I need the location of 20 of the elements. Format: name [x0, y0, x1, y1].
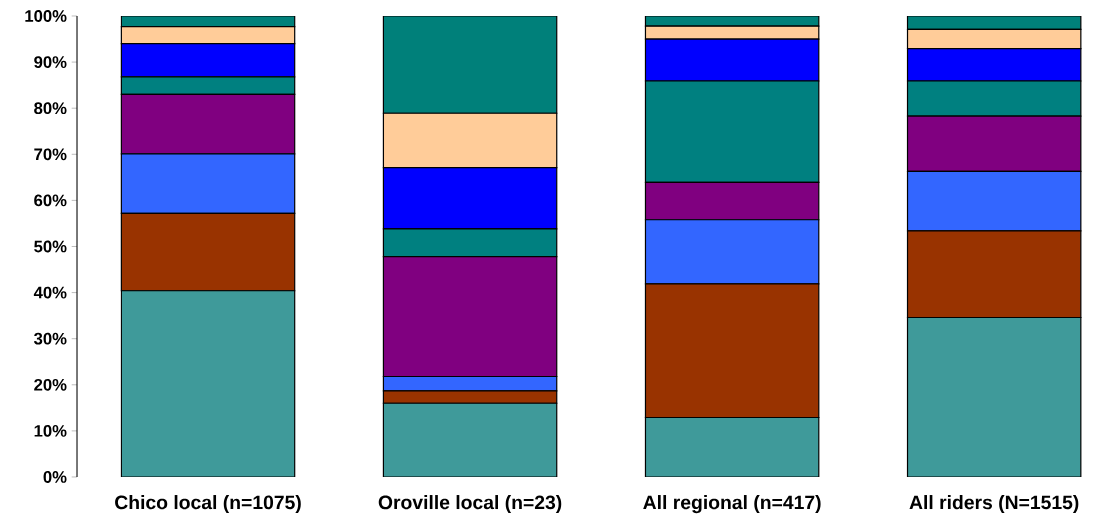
x-tick-label: Chico local (n=1075)	[115, 495, 301, 514]
y-tick-label: 80%	[34, 102, 67, 115]
x-tick-label: Oroville local (n=23)	[378, 495, 562, 514]
bar	[382, 15, 558, 114]
y-tick-label: 70%	[34, 148, 67, 161]
y-tick-label: 0%	[43, 471, 67, 483]
y-tick-label: 10%	[34, 425, 67, 437]
bar	[644, 416, 820, 477]
bar	[120, 290, 296, 477]
bar	[906, 316, 1082, 477]
x-tick-label: All riders (N=1515)	[909, 495, 1079, 514]
x-tick-label: All regional (n=417)	[643, 495, 821, 514]
bar	[382, 402, 558, 477]
y-tick-label: 40%	[33, 286, 67, 299]
y-tick-label: 20%	[34, 378, 67, 391]
y-tick-label: 30%	[33, 332, 67, 345]
y-tick-label: 90%	[34, 56, 67, 68]
y-tick-label: 60%	[34, 194, 67, 207]
y-tick-label: 50%	[34, 240, 67, 253]
y-tick-label: 100%	[25, 10, 67, 22]
